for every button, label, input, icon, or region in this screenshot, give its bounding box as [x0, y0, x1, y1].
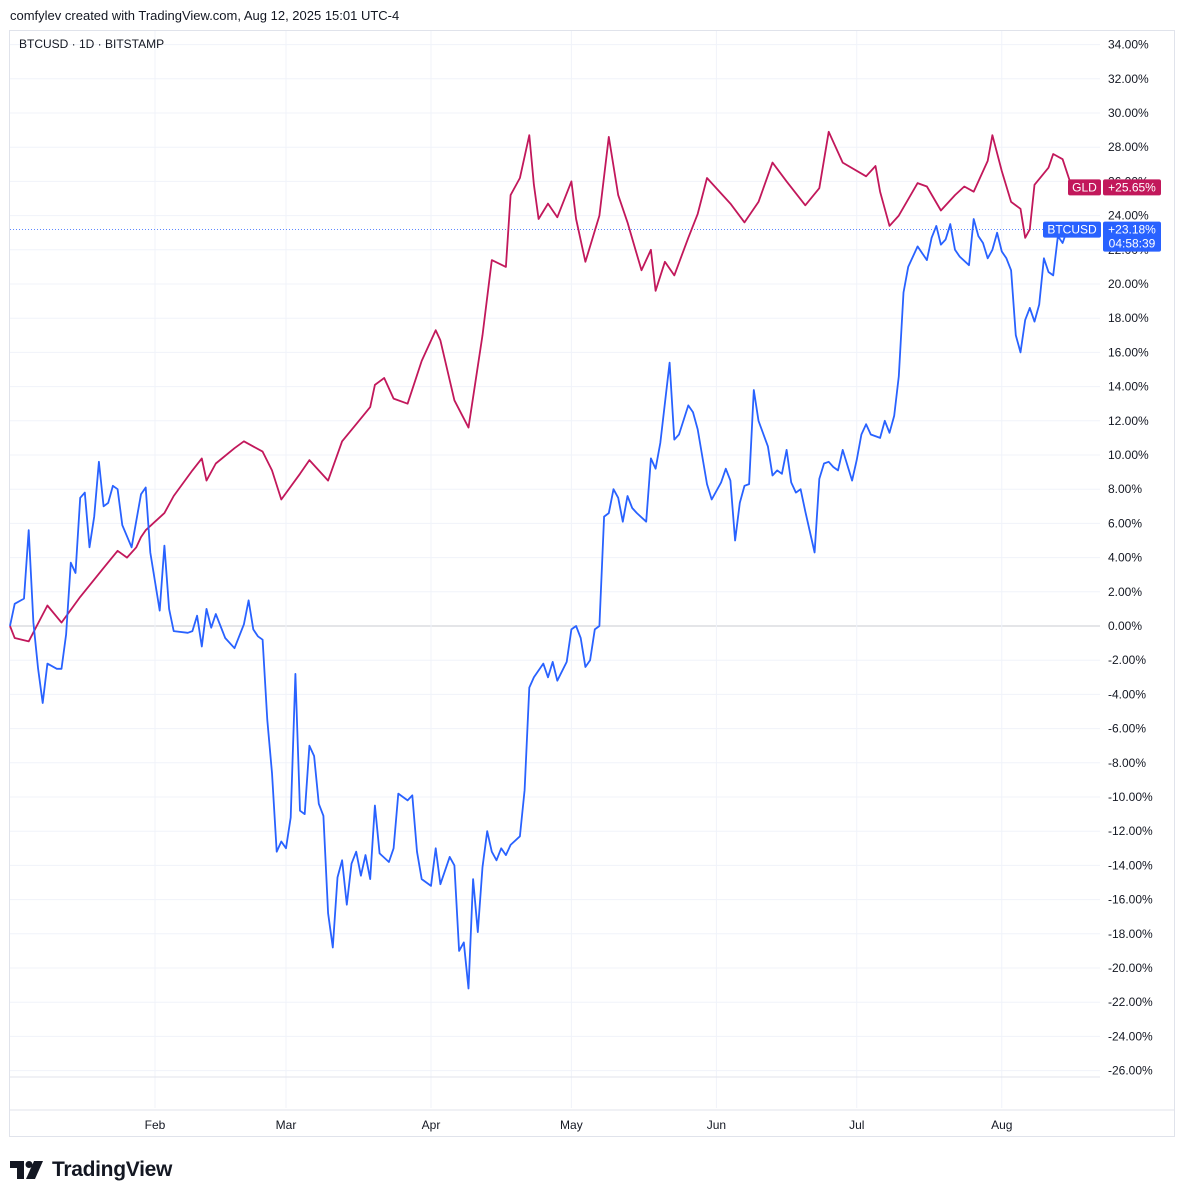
- y-tick-label: -24.00%: [1108, 1029, 1153, 1043]
- y-tick-label: 20.00%: [1108, 277, 1149, 291]
- y-tick-label: -16.00%: [1108, 893, 1153, 907]
- y-tick-label: 18.00%: [1108, 311, 1149, 325]
- y-tick-label: 12.00%: [1108, 414, 1149, 428]
- x-tick-label: Mar: [276, 1118, 297, 1132]
- btc-countdown-text: 04:58:39: [1109, 237, 1156, 251]
- y-tick-label: 0.00%: [1108, 619, 1142, 633]
- tradingview-logo-icon: [10, 1161, 43, 1179]
- series-layer: [9, 130, 1073, 990]
- series-line-btcusd[interactable]: [9, 218, 1069, 990]
- y-tick-label: 4.00%: [1108, 551, 1142, 565]
- gld-name-text: GLD: [1072, 180, 1097, 194]
- btc-price-label[interactable]: BTCUSD +23.18%04:58:39: [1043, 221, 1161, 252]
- y-tick-label: 30.00%: [1108, 106, 1149, 120]
- x-tick-label: May: [560, 1118, 583, 1132]
- y-tick-label: -12.00%: [1108, 824, 1153, 838]
- chart-svg[interactable]: 34.00%32.00%30.00%28.00%26.00%24.00%22.0…: [0, 0, 1186, 1150]
- y-axis: 34.00%32.00%30.00%28.00%26.00%24.00%22.0…: [1108, 38, 1153, 1078]
- grid-layer: [10, 31, 1175, 1111]
- y-tick-label: 16.00%: [1108, 345, 1149, 359]
- x-tick-label: Apr: [422, 1118, 441, 1132]
- y-tick-label: 24.00%: [1108, 209, 1149, 223]
- btc-value-tag: [1103, 221, 1161, 252]
- x-tick-label: Feb: [145, 1118, 166, 1132]
- y-tick-label: 8.00%: [1108, 482, 1142, 496]
- y-tick-label: -6.00%: [1108, 722, 1146, 736]
- y-tick-label: -14.00%: [1108, 858, 1153, 872]
- gld-price-label[interactable]: GLD +25.65%: [1068, 179, 1161, 196]
- y-tick-label: 6.00%: [1108, 516, 1142, 530]
- y-tick-label: -18.00%: [1108, 927, 1153, 941]
- y-tick-label: 32.00%: [1108, 72, 1149, 86]
- x-tick-label: Aug: [991, 1118, 1012, 1132]
- y-tick-label: -8.00%: [1108, 756, 1146, 770]
- gld-value-text: +25.65%: [1108, 180, 1156, 194]
- btc-name-text: BTCUSD: [1047, 223, 1097, 237]
- y-tick-label: -4.00%: [1108, 687, 1146, 701]
- attribution-text: comfylev created with TradingView.com, A…: [10, 8, 400, 23]
- y-tick-label: 10.00%: [1108, 448, 1149, 462]
- x-axis: Feb Mar Apr May Jun Jul Aug: [145, 1118, 1013, 1132]
- y-tick-label: -20.00%: [1108, 961, 1153, 975]
- y-tick-label: 2.00%: [1108, 585, 1142, 599]
- series-line-gld[interactable]: [9, 130, 1073, 643]
- gld-name-tag: [1068, 179, 1101, 196]
- btc-name-tag: [1043, 221, 1101, 238]
- y-tick-label: 14.00%: [1108, 380, 1149, 394]
- chart-frame[interactable]: [9, 30, 1175, 1137]
- y-tick-label: -22.00%: [1108, 995, 1153, 1009]
- btc-value-text: +23.18%: [1108, 223, 1156, 237]
- y-tick-label: -26.00%: [1108, 1064, 1153, 1078]
- y-tick-label: -2.00%: [1108, 653, 1146, 667]
- x-tick-label: Jul: [849, 1118, 864, 1132]
- tradingview-logo-text: TradingView: [52, 1158, 173, 1181]
- y-tick-label: 28.00%: [1108, 140, 1149, 154]
- tradingview-logo[interactable]: TradingView: [10, 1158, 172, 1182]
- price-labels: GLD +25.65% BTCUSD +23.18%04:58:39: [1043, 179, 1161, 252]
- y-tick-label: 34.00%: [1108, 38, 1149, 52]
- y-tick-label: -10.00%: [1108, 790, 1153, 804]
- x-tick-label: Jun: [707, 1118, 726, 1132]
- gld-value-tag: [1103, 179, 1161, 196]
- symbol-title: BTCUSD · 1D · BITSTAMP: [19, 37, 164, 51]
